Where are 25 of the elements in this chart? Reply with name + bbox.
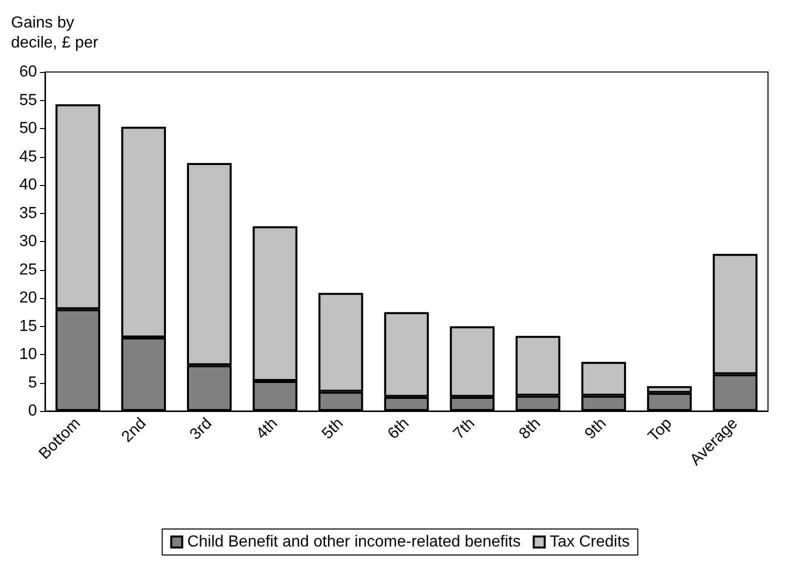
legend-label: Child Benefit and other income-related benefits <box>187 534 521 550</box>
y-tick-label: 25 <box>19 261 38 278</box>
x-tick-label: 8th <box>516 414 544 443</box>
y-tick-label: 45 <box>19 148 38 166</box>
y-tick-label: 20 <box>19 290 38 306</box>
y-tick-label: 30 <box>19 233 38 250</box>
x-tick-label: 7th <box>450 414 478 443</box>
x-tick-label: 6th <box>384 414 413 443</box>
y-tick-label: 60 <box>19 64 38 80</box>
legend-label: Tax Credits <box>550 534 630 550</box>
y-axis-title: Gains by decile, £ per <box>11 14 99 52</box>
y-tick-label: 5 <box>28 374 38 392</box>
y-tick-label: 35 <box>19 204 38 222</box>
x-tick-label: 9th <box>582 414 610 443</box>
y-tick-label: 50 <box>19 120 38 137</box>
y-tick-label: 15 <box>19 318 38 335</box>
y-tick-label: 40 <box>19 176 38 194</box>
y-tick-label: 10 <box>19 346 38 363</box>
y-tick-label: 0 <box>28 402 38 420</box>
y-tick-label: 55 <box>19 92 38 109</box>
x-tick-label: 4th <box>253 414 282 443</box>
x-tick-label: 5th <box>319 414 347 443</box>
x-tick-label: 2nd <box>118 414 150 446</box>
x-tick-label: 3rd <box>186 414 216 444</box>
x-tick-label: Top <box>645 414 676 446</box>
